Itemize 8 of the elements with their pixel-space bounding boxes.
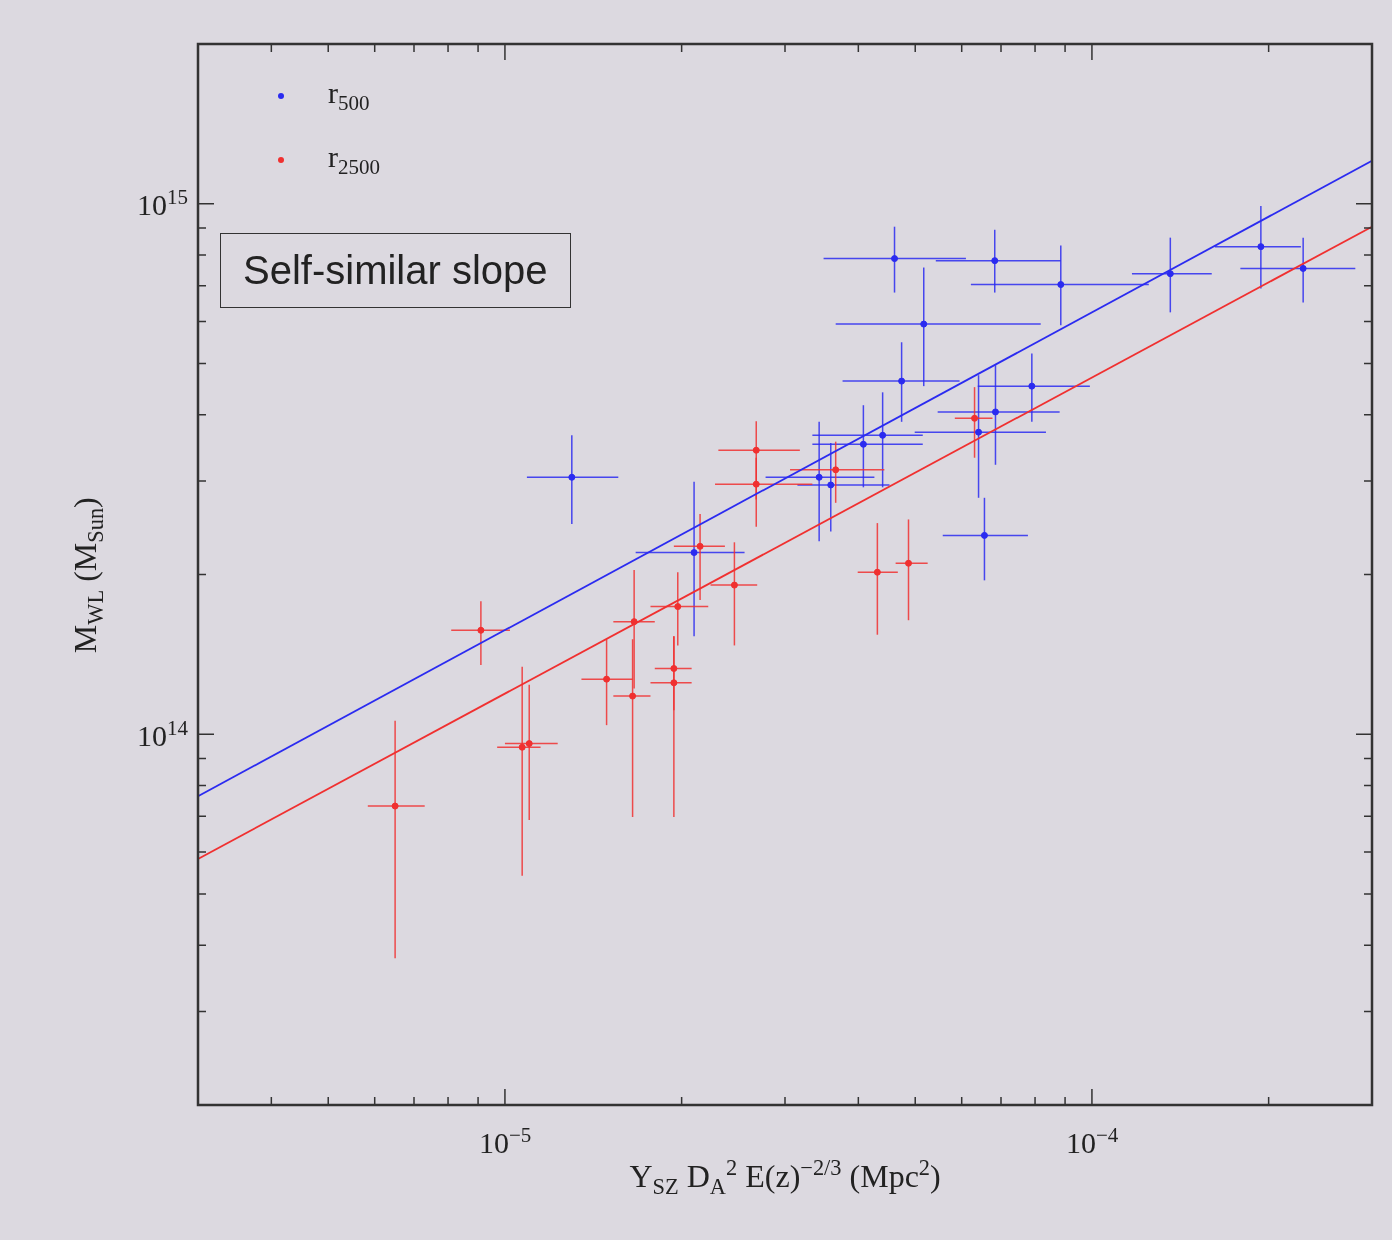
legend-label: r$_{2500}$	[328, 140, 380, 180]
x-tick-label: 10$^{−4}$	[1065, 1123, 1119, 1160]
x-tick-label: 10$^{−5}$	[478, 1123, 532, 1160]
legend-label: r$_{500}$	[328, 76, 370, 116]
y-tick-label: 10$^{14}$	[137, 715, 188, 753]
text: Y$_{SZ}$ D$_{A}$$^{2}$ E(z)$^{−2/3}$ (Mpc$^{2}$)	[629, 1155, 941, 1200]
y-tick-label: 10$^{15}$	[137, 185, 188, 223]
annotation: Self-similar slope	[220, 233, 571, 308]
